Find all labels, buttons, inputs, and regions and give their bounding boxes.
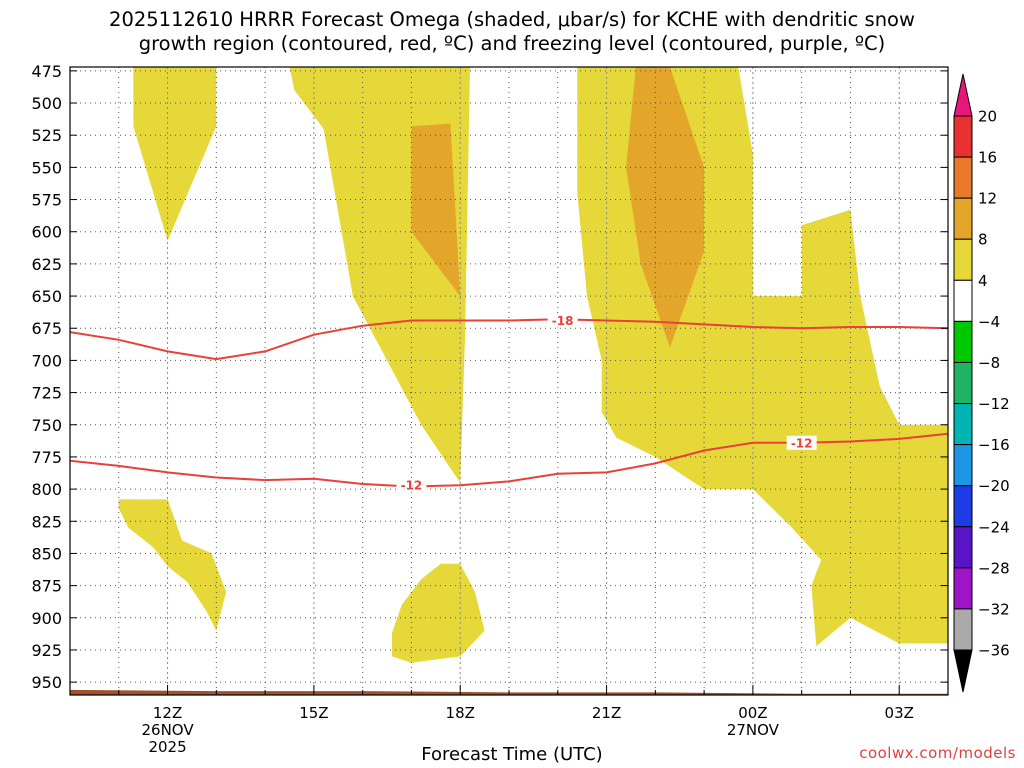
omega-region-2 (411, 123, 461, 297)
contour-line--18-0 (69, 318, 949, 361)
colorbar-box-13 (953, 608, 973, 651)
contour-label-bg-2 (786, 435, 817, 450)
xtick-label-00Z: 00Z (738, 704, 767, 722)
ytick-label-500: 500 (31, 94, 62, 113)
colorbar-box-6 (953, 320, 973, 363)
colorbar-label-6: −8 (978, 354, 1000, 372)
omega-region-0 (133, 67, 217, 241)
x-axis-label: Forecast Time (UTC) (421, 744, 603, 765)
colorbar-box-2 (953, 156, 973, 199)
chart-title-line-2: growth region (contoured, red, ºC) and f… (138, 32, 886, 55)
colorbar-top-triangle (953, 73, 973, 117)
ytick-label-675: 675 (31, 319, 62, 338)
colorbar-label-7: −12 (978, 395, 1010, 413)
colorbar-box-3 (953, 197, 973, 240)
xtick-label-21Z: 21Z (592, 704, 621, 722)
colorbar-box-5 (953, 279, 973, 322)
colorbar-label-9: −20 (978, 477, 1010, 495)
colorbar-box-10 (953, 485, 973, 528)
dgz-contour-layer: -18 -12 -12 (69, 313, 949, 493)
xtick-date-00Z: 27NOV (727, 721, 780, 739)
contour-label-2: -12 (791, 436, 813, 450)
colorbar-label-2: 12 (978, 190, 997, 208)
ytick-label-475: 475 (31, 62, 62, 81)
colorbar-label-1: 16 (978, 149, 997, 167)
contour-label-bg-1 (396, 478, 427, 493)
ytick-label-775: 775 (31, 448, 62, 467)
ytick-label-625: 625 (31, 255, 62, 274)
xtick-year-12Z: 2025 (148, 738, 186, 756)
colorbar-box-9 (953, 444, 973, 487)
ytick-label-525: 525 (31, 126, 62, 145)
colorbar-label-8: −16 (978, 436, 1010, 454)
ytick-label-600: 600 (31, 223, 62, 242)
colorbar-label-12: −32 (978, 600, 1010, 618)
chart-title-line-1: 2025112610 HRRR Forecast Omega (shaded, … (109, 8, 915, 31)
omega-region-6 (391, 563, 485, 663)
omega-region-4 (626, 67, 705, 348)
ytick-label-750: 750 (31, 416, 62, 435)
colorbar-label-10: −24 (978, 518, 1010, 536)
ytick-label-575: 575 (31, 191, 62, 210)
ytick-label-825: 825 (31, 512, 62, 531)
ytick-label-950: 950 (31, 673, 62, 692)
colorbar-label-11: −28 (978, 559, 1010, 577)
colorbar-label-13: −36 (978, 642, 1010, 660)
colorbar-label-5: −4 (978, 313, 1000, 331)
colorbar-box-4 (953, 238, 973, 281)
ytick-label-550: 550 (31, 158, 62, 177)
ytick-label-925: 925 (31, 641, 62, 660)
ytick-label-850: 850 (31, 544, 62, 563)
contour-label-bg-0 (547, 313, 578, 328)
xtick-label-12Z: 12Z (153, 704, 182, 722)
ytick-label-900: 900 (31, 609, 62, 628)
colorbar-bottom-triangle (953, 649, 973, 693)
credit-link[interactable]: coolwx.com/models (859, 744, 1016, 762)
colorbar-label-3: 8 (978, 231, 988, 249)
colorbar: 20 16 12 8 4 −4 −8 −12 −16 −20 −24 −28 −32 −36 (953, 73, 1010, 693)
xtick-label-15Z: 15Z (299, 704, 328, 722)
colorbar-box-7 (953, 361, 973, 405)
colorbar-box-12 (953, 567, 973, 610)
colorbar-box-8 (953, 403, 973, 446)
ytick-label-725: 725 (31, 384, 62, 403)
ytick-label-800: 800 (31, 480, 62, 499)
omega-shading-layer (118, 67, 948, 663)
contour-label-0: -18 (552, 314, 574, 328)
contour-label-1: -12 (401, 479, 423, 493)
colorbar-box-11 (953, 526, 973, 569)
xtick-label-18Z: 18Z (446, 704, 475, 722)
colorbar-box-1 (953, 115, 973, 158)
colorbar-label-4: 4 (978, 272, 988, 290)
xtick-label-03Z: 03Z (885, 704, 914, 722)
ytick-label-875: 875 (31, 577, 62, 596)
colorbar-label-0: 20 (978, 108, 997, 126)
axes-layer: 475 500 525 550 575 600 625 650 675 700 725 750 775 8… (31, 62, 949, 756)
xtick-date-12Z: 26NOV (141, 721, 194, 739)
ytick-label-700: 700 (31, 351, 62, 370)
omega-region-5 (118, 499, 227, 631)
ytick-label-650: 650 (31, 287, 62, 306)
